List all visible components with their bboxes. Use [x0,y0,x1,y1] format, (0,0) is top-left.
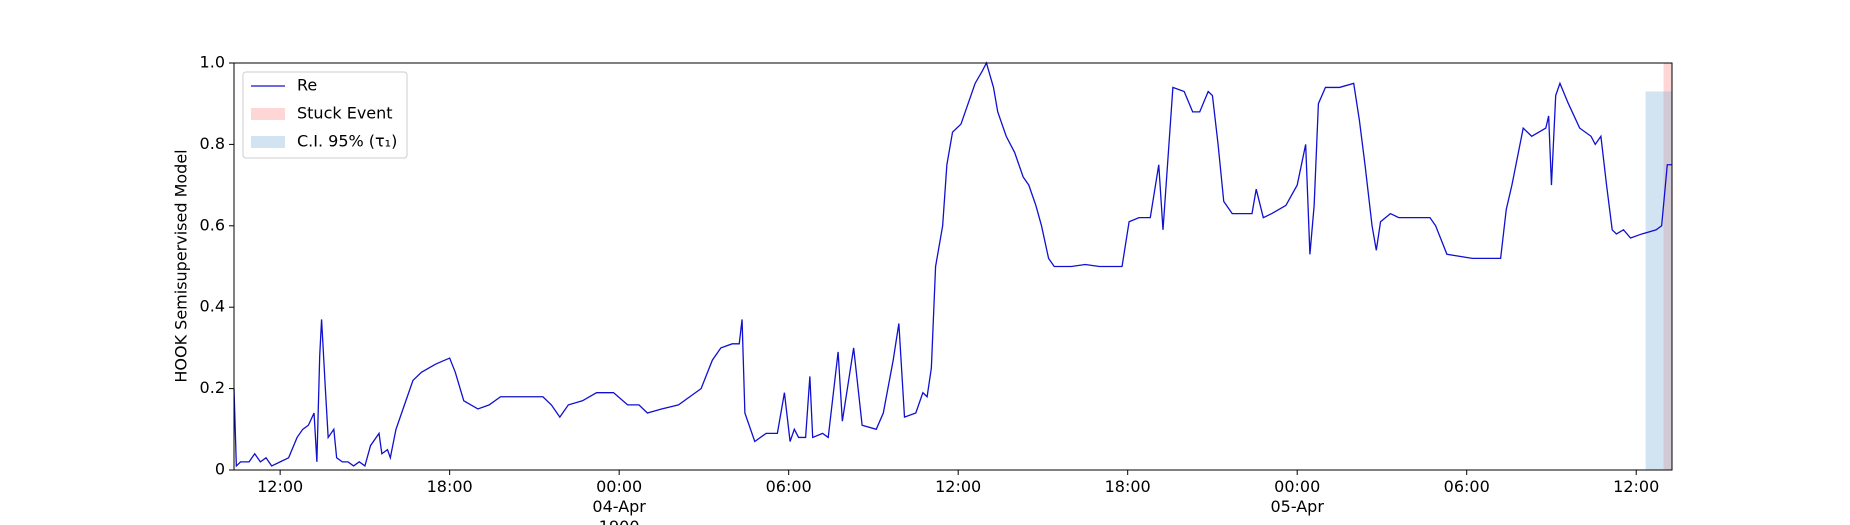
span [1645,91,1672,471]
axes-frame [233,62,1673,471]
x-tick-label: 18:00 [427,477,473,496]
line [233,61,1672,468]
y-tick-label: 0.6 [200,215,225,234]
y-tick-label: 0.8 [200,134,225,153]
x-tick-label: 12:00 [935,477,981,496]
x-tick-label: 06:00 [766,477,812,496]
y-tick-label: 0.2 [200,378,225,397]
y-tick-label: 0.4 [200,297,225,316]
x-tick-label: 06:00 [1444,477,1490,496]
legend-label: Re [297,76,317,95]
x-tick-label: 12:00 [1613,477,1659,496]
y-tick-label: 0 [215,460,225,479]
y-axis-label: HOOK Semisupervised Model [172,149,191,382]
span [1663,63,1672,470]
x-tick-label: 18:00 [1105,477,1151,496]
legend-label: C.I. 95% (τ₁) [297,132,397,151]
x-tick-label: 12:00 [257,477,303,496]
y-tick-label: 1.0 [200,53,225,72]
x-tick-label: 00:00 05-Apr [1270,477,1324,516]
legend-swatch [251,108,285,120]
legend-swatch [251,136,285,148]
legend-label: Stuck Event [297,104,393,123]
legend-box [242,71,408,159]
